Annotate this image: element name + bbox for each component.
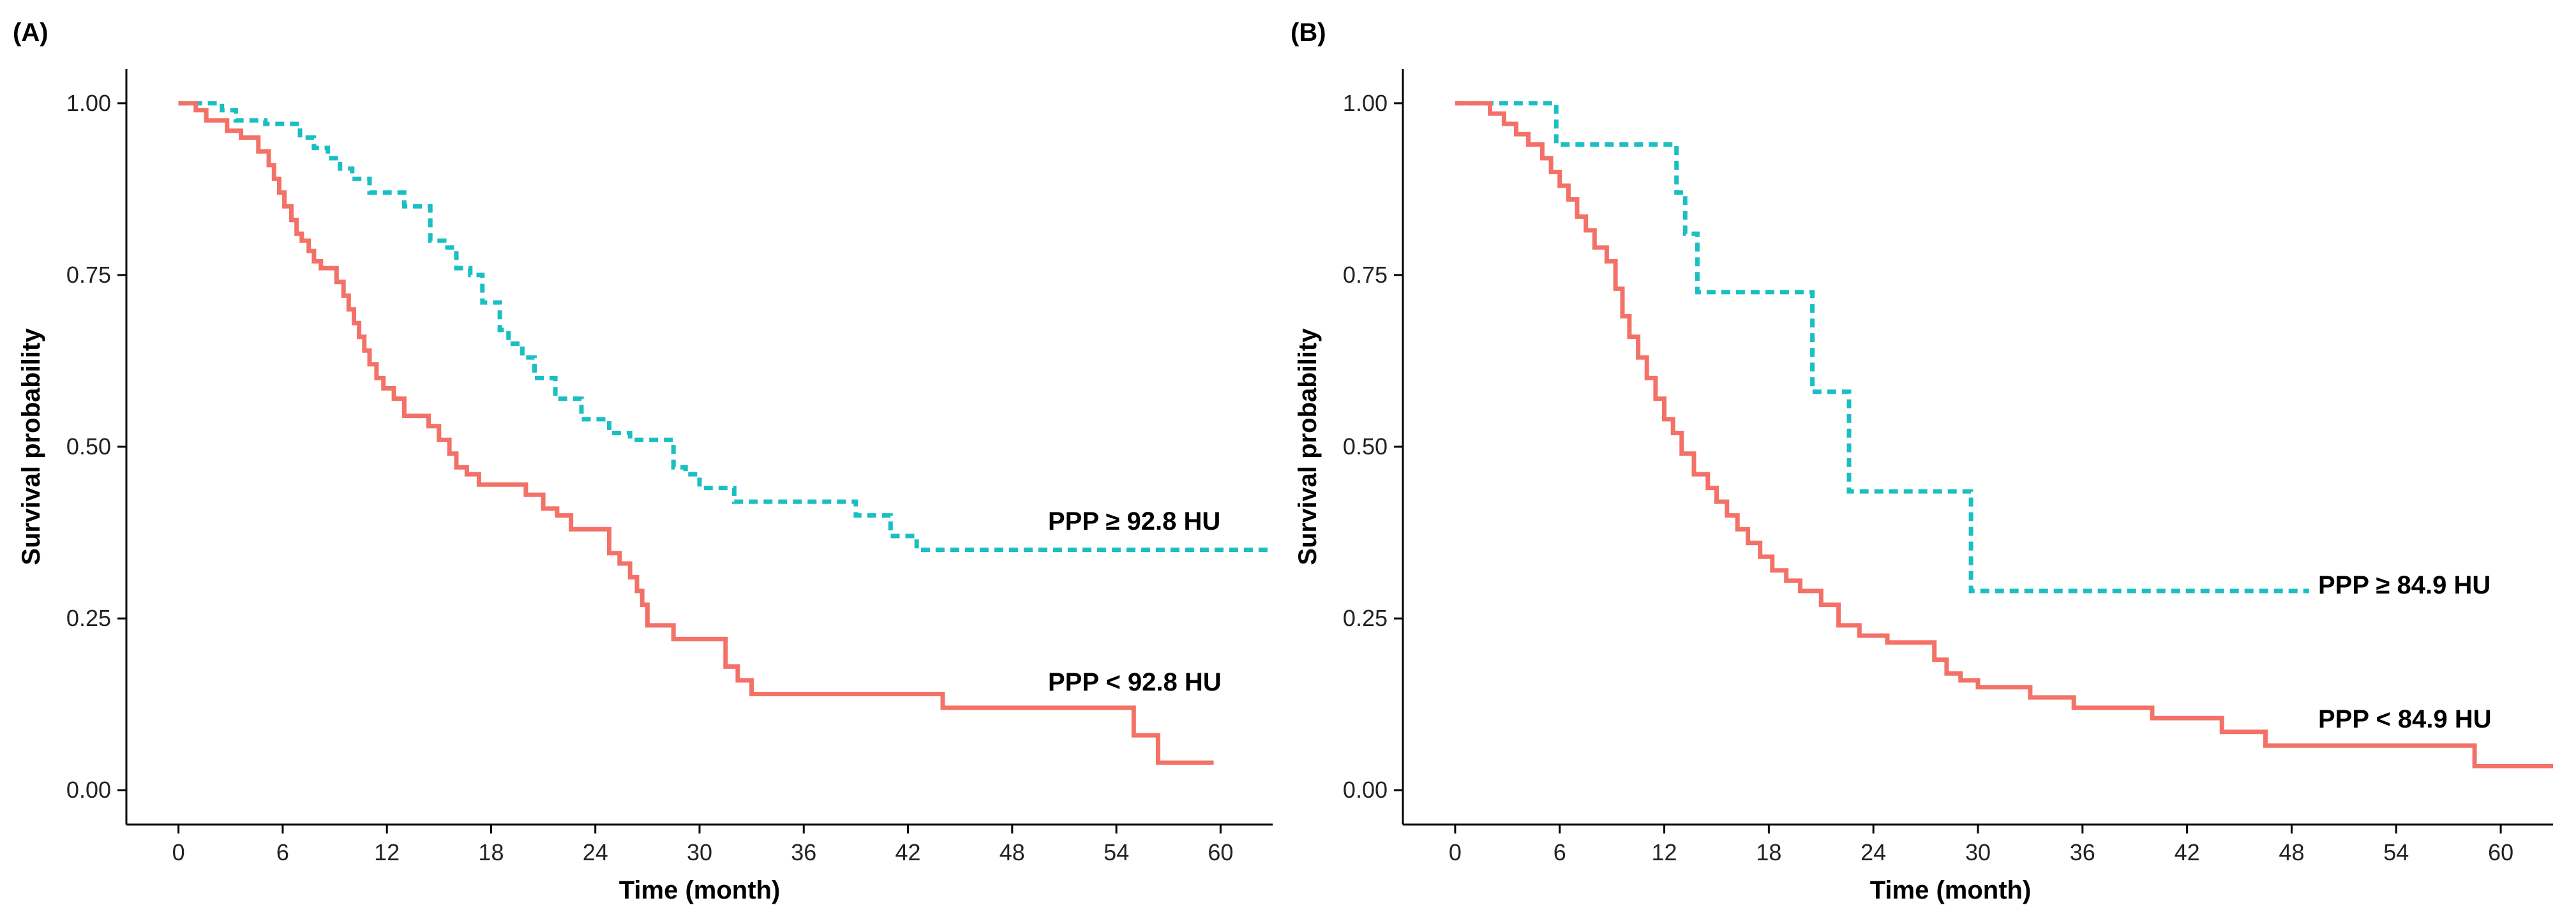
panel-a-ticks: 0 6 12 18 24 30 36 42 48 54 60 0.00 0.25 0.50 0.75 1.00	[66, 90, 1233, 865]
panel-b-y-tick-label: 0.50	[1343, 433, 1388, 459]
panel-a-y-tick-label: 0.00	[66, 777, 111, 803]
panel-label-b: (B)	[1291, 19, 1326, 47]
panel-b-curve-high	[1455, 101, 2309, 594]
panel-a-x-tick-label: 60	[1208, 839, 1233, 865]
series-label-low-a: PPP < 92.8 HU	[1048, 668, 1222, 696]
panel-a-x-tick-label: 0	[172, 839, 185, 865]
panel-a-curve-low	[178, 101, 1214, 765]
panel-a-y-tick-label: 1.00	[66, 90, 111, 116]
series-label-high-b: PPP ≥ 84.9 HU	[2318, 571, 2490, 599]
panel-b-x-tick-label: 24	[1861, 839, 1886, 865]
panel-a-x-title: Time (month)	[619, 876, 781, 904]
panel-a-y-tick-label: 0.50	[66, 433, 111, 459]
panel-label-a: (A)	[13, 19, 49, 47]
panel-b-x-title: Time (month)	[1870, 876, 2032, 904]
panel-a-x-tick-label: 54	[1104, 839, 1129, 865]
panel-b-curves	[1455, 101, 2553, 768]
panel-b-ticks: 0 6 12 18 24 30 36 42 48 54 60 0.00 0.25 0.50 0.75 1.00	[1343, 90, 2513, 865]
panel-b-x-tick-label: 18	[1756, 839, 1781, 865]
panel-b-y-title: Survival probability	[1294, 328, 1322, 565]
panel-b-x-tick-label: 0	[1449, 839, 1462, 865]
panel-a: (A) 0 6 12 18 24 30 36 42 48 54 60 0.00 0.25 0.50 0.75…	[13, 19, 1273, 904]
panel-b: (B) 0 6 12 18 24 30 36 42 48 54 60 0.00 0.25 0.50 0.75…	[1291, 19, 2553, 904]
panel-b-x-tick-label: 54	[2383, 839, 2409, 865]
panel-b-x-tick-label: 42	[2175, 839, 2200, 865]
panel-b-y-tick-label: 0.25	[1343, 605, 1388, 631]
panel-a-curve-high	[178, 101, 1273, 552]
panel-b-x-tick-label: 12	[1652, 839, 1677, 865]
panel-b-x-tick-label: 60	[2488, 839, 2513, 865]
panel-b-y-tick-label: 1.00	[1343, 90, 1388, 116]
panel-a-y-tick-label: 0.25	[66, 605, 111, 631]
panel-a-y-title: Survival probability	[17, 328, 45, 565]
series-label-low-b: PPP < 84.9 HU	[2318, 705, 2492, 733]
panel-a-curves	[178, 101, 1273, 765]
panel-b-x-tick-label: 48	[2279, 839, 2304, 865]
panel-a-x-tick-label: 48	[1000, 839, 1025, 865]
panel-b-y-tick-label: 0.75	[1343, 262, 1388, 288]
panel-b-y-tick-label: 0.00	[1343, 777, 1388, 803]
panel-b-x-tick-label: 30	[1965, 839, 1991, 865]
panel-a-x-tick-label: 12	[374, 839, 400, 865]
panel-a-x-tick-label: 6	[276, 839, 289, 865]
panel-a-x-tick-label: 30	[687, 839, 712, 865]
panel-a-x-tick-label: 42	[895, 839, 921, 865]
panel-b-x-tick-label: 36	[2070, 839, 2095, 865]
panel-b-curve-low	[1455, 101, 2553, 768]
series-label-high-a: PPP ≥ 92.8 HU	[1048, 507, 1220, 535]
panel-a-x-tick-label: 24	[583, 839, 608, 865]
panel-b-x-tick-label: 6	[1554, 839, 1566, 865]
panel-a-x-tick-label: 36	[791, 839, 816, 865]
panel-a-x-tick-label: 18	[478, 839, 504, 865]
panel-a-y-tick-label: 0.75	[66, 262, 111, 288]
